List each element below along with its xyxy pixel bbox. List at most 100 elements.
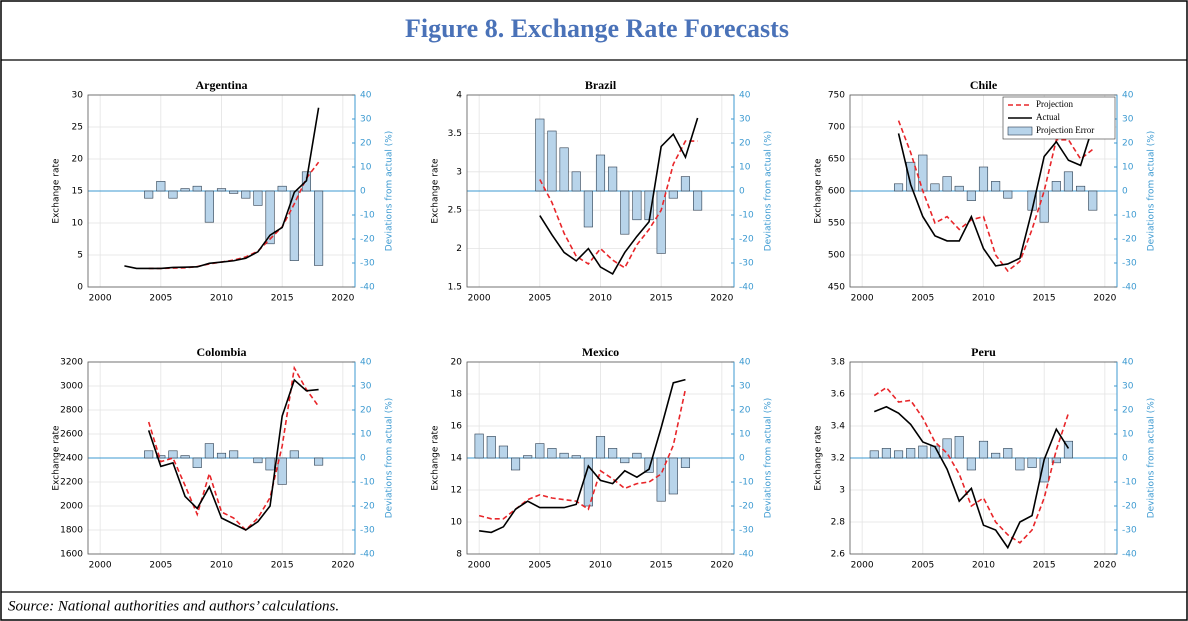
y2-tick-label: -40: [360, 550, 375, 560]
y2-tick-label: -20: [360, 502, 375, 512]
y2-tick-label: 40: [360, 358, 372, 368]
error-bar: [144, 190, 154, 199]
error-bar: [869, 450, 879, 459]
error-bar: [954, 185, 964, 192]
y2-tick-label: -20: [739, 502, 754, 512]
y2-tick-label: 0: [360, 454, 366, 464]
y-tick-label: 10: [451, 518, 463, 528]
y2-axis-label: Deviations from actual (%): [385, 131, 395, 252]
y-tick-label: 600: [828, 187, 845, 197]
x-tick-label: 2010: [972, 561, 995, 571]
y2-tick-label: 30: [739, 382, 751, 392]
y2-tick-label: 40: [1122, 358, 1134, 368]
y-tick-label: 3: [839, 486, 845, 496]
y2-tick-label: 40: [739, 358, 751, 368]
error-bar: [668, 457, 678, 495]
series-line: [897, 120, 1094, 273]
error-bar: [608, 448, 618, 459]
y2-tick-label: 10: [1122, 430, 1134, 440]
y2-tick-label: -30: [360, 259, 375, 269]
x-tick-label: 2005: [149, 294, 172, 304]
y2-tick-label: 0: [360, 187, 366, 197]
error-bar: [204, 443, 214, 459]
y2-tick-label: 20: [1122, 139, 1134, 149]
y2-tick-label: 10: [360, 430, 372, 440]
x-tick-label: 2015: [1033, 561, 1056, 571]
y-axis-label: Exchange rate: [814, 158, 824, 224]
y2-tick-label: -10: [739, 211, 754, 221]
error-bar: [241, 190, 251, 199]
y-tick-label: 3000: [60, 382, 83, 392]
x-tick-label: 2005: [149, 561, 172, 571]
error-bar: [277, 457, 287, 485]
x-tick-label: 2000: [468, 561, 491, 571]
error-bar: [942, 438, 952, 459]
error-bar: [632, 190, 642, 221]
y2-tick-label: 10: [739, 430, 751, 440]
y-tick-label: 2800: [60, 406, 83, 416]
error-bar: [693, 190, 703, 211]
x-tick-label: 2020: [710, 561, 733, 571]
x-tick-label: 2005: [911, 561, 934, 571]
y2-tick-label: 20: [360, 139, 372, 149]
error-bar: [893, 183, 904, 192]
error-bar: [954, 436, 964, 459]
y2-tick-label: 10: [360, 163, 372, 173]
series-line: [479, 378, 686, 534]
x-tick-label: 2000: [851, 561, 874, 571]
error-bar: [216, 452, 227, 459]
error-bar: [180, 455, 190, 459]
error-bar: [1015, 457, 1025, 471]
y-tick-label: 650: [828, 155, 845, 165]
x-tick-label: 2020: [331, 561, 354, 571]
x-tick-label: 2010: [972, 294, 995, 304]
error-bar: [180, 188, 190, 192]
y2-axis-label: Deviations from actual (%): [385, 398, 395, 519]
error-bar: [942, 176, 952, 192]
error-bar: [1088, 190, 1098, 211]
error-bar: [289, 190, 299, 261]
y-tick-label: 2600: [60, 430, 83, 440]
y-tick-label: 2400: [60, 454, 83, 464]
series-line: [873, 386, 1070, 544]
error-bar: [893, 450, 904, 459]
x-tick-label: 2010: [589, 294, 612, 304]
error-bar: [644, 457, 654, 473]
y-tick-label: 750: [828, 91, 845, 101]
y2-tick-label: 20: [1122, 406, 1134, 416]
y-tick-label: 3.6: [831, 390, 846, 400]
y2-axis-label: Deviations from actual (%): [764, 131, 774, 252]
y2-tick-label: -10: [1122, 211, 1137, 221]
error-bar: [1063, 440, 1074, 459]
source-note: Source: National authorities and authors…: [8, 598, 339, 614]
y-tick-label: 3.4: [831, 422, 846, 432]
y-tick-label: 2000: [60, 502, 83, 512]
y-axis-label: Exchange rate: [431, 158, 441, 224]
y2-tick-label: -40: [739, 283, 754, 293]
x-tick-label: 2000: [851, 294, 874, 304]
error-bar: [156, 181, 166, 192]
x-tick-label: 2015: [650, 294, 673, 304]
panel-title: Peru: [971, 345, 996, 359]
y2-tick-label: -30: [739, 526, 754, 536]
error-bar: [620, 190, 630, 235]
x-tick-label: 2005: [911, 294, 934, 304]
error-bar: [906, 448, 916, 459]
error-bar: [168, 450, 178, 459]
y-tick-label: 3.5: [448, 129, 462, 139]
panel-title: Mexico: [582, 345, 619, 359]
error-bar: [289, 450, 299, 459]
y2-tick-label: -30: [1122, 259, 1137, 269]
y2-tick-label: 10: [1122, 163, 1134, 173]
y-tick-label: 8: [456, 550, 462, 560]
y2-tick-label: 20: [360, 406, 372, 416]
error-bar: [314, 190, 324, 266]
y2-axis-label: Deviations from actual (%): [1147, 131, 1157, 252]
y-tick-label: 20: [72, 155, 84, 165]
y2-tick-label: 30: [360, 382, 372, 392]
series-line: [147, 365, 320, 532]
error-bar: [535, 118, 545, 192]
y-tick-label: 15: [72, 187, 83, 197]
y2-tick-label: 10: [739, 163, 751, 173]
